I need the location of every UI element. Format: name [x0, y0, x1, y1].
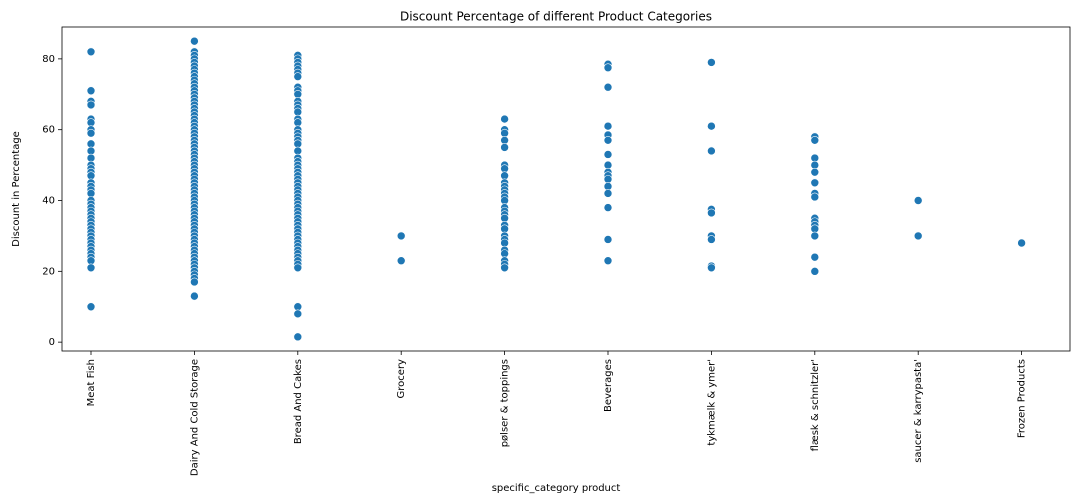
point	[86, 100, 96, 110]
point	[396, 231, 406, 241]
point	[603, 121, 613, 131]
point	[707, 235, 716, 244]
point	[603, 136, 613, 145]
y-tick-label: 0	[49, 337, 55, 348]
point	[603, 203, 613, 212]
point	[707, 263, 716, 273]
point	[707, 146, 716, 156]
point	[603, 150, 613, 159]
point	[190, 291, 199, 301]
point	[293, 332, 303, 342]
point	[707, 208, 716, 218]
x-tick-label: Frozen Products	[1017, 359, 1028, 438]
point	[603, 82, 613, 92]
point	[1017, 238, 1026, 248]
point	[603, 189, 613, 198]
point	[810, 192, 820, 202]
point	[86, 47, 96, 57]
point	[86, 128, 96, 138]
point	[603, 235, 613, 244]
x-tick-label: Grocery	[396, 359, 407, 399]
point	[86, 263, 96, 273]
point	[810, 178, 820, 188]
y-tick-label: 20	[42, 266, 55, 277]
x-tick-label: Dairy And Cold Storage	[189, 359, 200, 476]
point	[810, 136, 820, 145]
point	[500, 114, 509, 124]
y-tick-label: 80	[42, 54, 55, 65]
point	[293, 263, 303, 273]
point	[707, 58, 716, 67]
point	[190, 277, 199, 287]
point	[86, 302, 96, 312]
point	[810, 252, 820, 262]
x-tick-label: tykmælk & ymer'	[706, 359, 717, 446]
point	[913, 231, 923, 241]
y-tick-label: 60	[42, 125, 55, 136]
y-tick-label: 40	[42, 196, 55, 207]
x-tick-label: saucer & karrypasta'	[913, 359, 924, 463]
x-tick-label: Meat Fish	[86, 359, 97, 406]
point	[810, 167, 820, 177]
chart-title: Discount Percentage of different Product…	[400, 10, 712, 24]
x-tick-label: flæsk & schnitzler'	[810, 359, 821, 451]
point	[86, 86, 96, 96]
point	[500, 143, 509, 152]
point	[293, 72, 303, 81]
point	[810, 231, 820, 241]
point	[810, 267, 820, 276]
y-axis-label: Discount in Percentage	[11, 131, 22, 247]
x-axis-label: specific_category product	[492, 483, 621, 494]
plot-area	[61, 26, 1071, 352]
point	[500, 263, 509, 273]
x-tick-label: Beverages	[603, 359, 614, 412]
point	[603, 63, 613, 73]
point	[913, 196, 923, 205]
point	[707, 121, 716, 131]
x-tick-label: Bread And Cakes	[293, 359, 304, 444]
point	[603, 256, 613, 266]
x-tick-label: pølser & toppings	[500, 359, 511, 447]
point	[293, 309, 303, 319]
point	[190, 36, 199, 46]
point	[396, 256, 406, 266]
